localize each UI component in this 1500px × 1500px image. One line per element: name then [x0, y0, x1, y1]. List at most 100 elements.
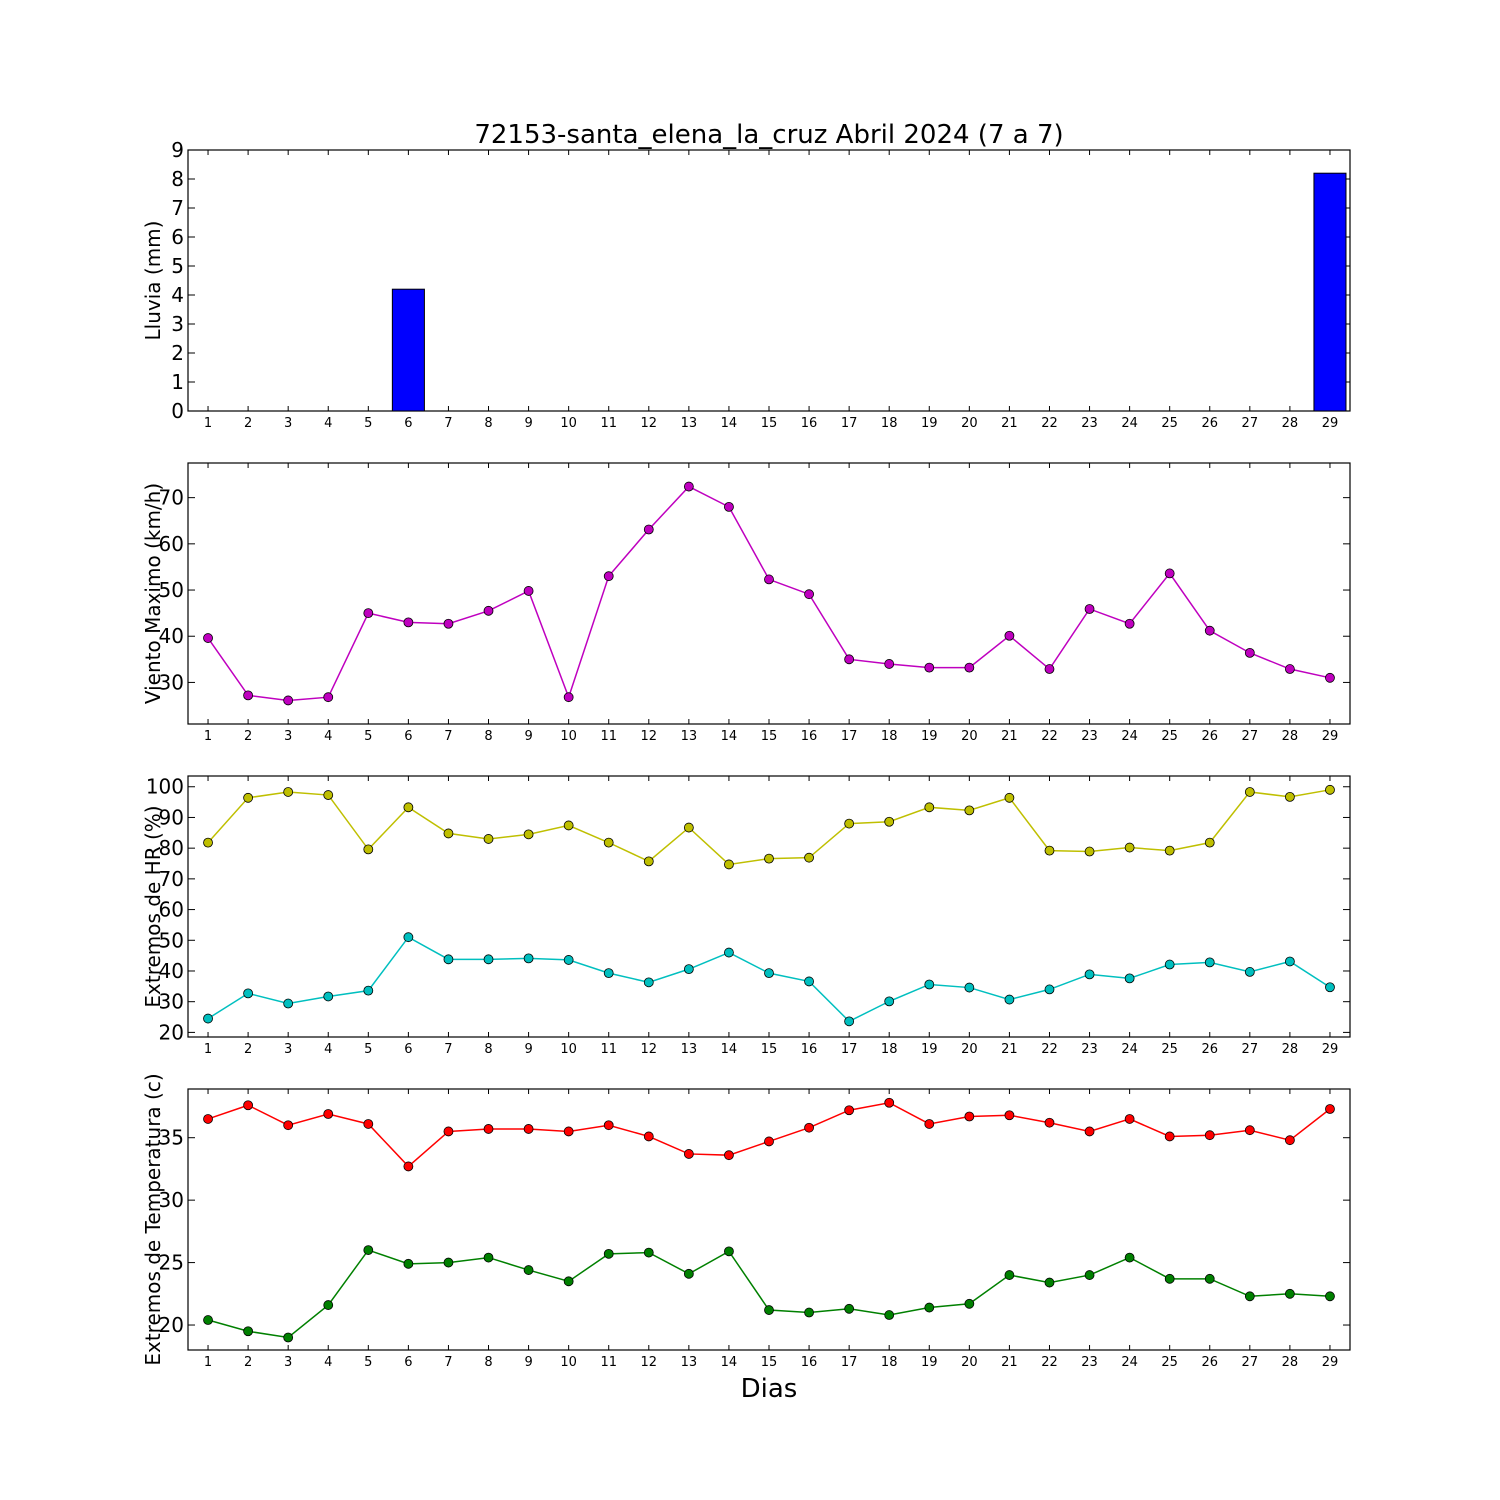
temperature-data-point [1244, 1291, 1255, 1302]
humidity-xtick-label: 27 [1242, 1042, 1259, 1057]
humidity-xtick-label: 2 [244, 1042, 252, 1057]
humidity-data-point [844, 1016, 855, 1027]
humidity-xtick-label: 11 [600, 1042, 617, 1057]
humidity-xtick-label: 4 [324, 1042, 332, 1057]
humidity-data-point [283, 787, 294, 797]
humidity-data-point [724, 859, 734, 870]
humidity-ytick-label: 70 [159, 867, 184, 891]
temperature-y-axis-label: Extremos de Temperatura (c) [141, 1073, 165, 1365]
temperature-xtick-label: 16 [801, 1355, 818, 1370]
humidity-data-point [363, 985, 374, 996]
wind-data-point [603, 571, 614, 582]
temperature-data-point [1284, 1135, 1295, 1146]
humidity-data-point [1325, 982, 1335, 993]
wind-data-point [243, 690, 254, 701]
temperature-data-point [483, 1124, 494, 1134]
humidity-ytick-label: 50 [159, 928, 184, 952]
rain-xtick-label: 11 [600, 416, 617, 431]
humidity-data-point [1244, 967, 1255, 977]
wind-xtick-label: 22 [1041, 729, 1058, 744]
temperature-data-point [643, 1131, 654, 1142]
temperature-data-point [884, 1310, 895, 1320]
humidity-y-axis-label: Extremos de HR (%) [141, 805, 165, 1007]
temperature-data-point [243, 1100, 254, 1111]
humidity-data-point [203, 1013, 213, 1024]
rain-xtick-label: 12 [641, 416, 658, 431]
temperature-data-point [924, 1302, 935, 1313]
wind-xtick-label: 6 [404, 729, 412, 744]
humidity-data-point [1004, 994, 1015, 1005]
humidity-ytick-label: 40 [159, 959, 184, 983]
humidity-data-point [884, 816, 895, 827]
wind-data-point [1124, 618, 1135, 629]
rain-xtick-label: 21 [1001, 416, 1018, 431]
humidity-data-point [764, 968, 774, 979]
temperature-data-point [643, 1247, 654, 1258]
humidity-data-point [403, 932, 414, 943]
temperature-data-point [964, 1298, 975, 1309]
temperature-data-point [964, 1111, 975, 1122]
humidity-data-point [1204, 837, 1215, 848]
wind-data-point [1004, 630, 1015, 641]
humidity-ytick-label: 80 [159, 836, 184, 860]
temperature-data-point [1204, 1130, 1215, 1141]
wind-y-axis-label: Viento Maximo (km/h) [141, 483, 165, 704]
temperature-data-point [1124, 1252, 1135, 1263]
rain-xtick-label: 1 [204, 416, 212, 431]
temperature-data-point [844, 1303, 855, 1314]
humidity-data-point [243, 792, 254, 803]
temperature-data-point [1325, 1291, 1335, 1302]
rain-xtick-label: 20 [961, 416, 978, 431]
humidity-data-point [683, 822, 694, 833]
rain-ytick-label: 6 [171, 225, 184, 249]
rain-xtick-label: 5 [364, 416, 372, 431]
humidity-data-point [924, 979, 935, 990]
wind-xtick-label: 17 [841, 729, 858, 744]
humidity-data-point [804, 976, 814, 987]
rain-xtick-label: 6 [404, 416, 412, 431]
humidity-ytick-label: 100 [146, 775, 184, 799]
humidity-data-point [1084, 846, 1095, 857]
rain-ytick-label: 0 [171, 399, 184, 423]
wind-data-point [1325, 672, 1335, 683]
temperature-xtick-label: 1 [204, 1355, 212, 1370]
humidity-data-point [603, 837, 614, 848]
temperature-data-point [844, 1105, 855, 1116]
temperature-xtick-label: 29 [1322, 1355, 1339, 1370]
temperature-data-point [243, 1326, 254, 1337]
rain-xtick-label: 16 [801, 416, 818, 431]
humidity-data-point [483, 954, 494, 965]
rain-bar [1313, 172, 1347, 412]
temperature-data-point [1084, 1126, 1095, 1137]
humidity-ytick-label: 20 [159, 1020, 184, 1044]
rain-ytick-label: 7 [171, 196, 184, 220]
temperature-data-point [603, 1120, 614, 1131]
wind-xtick-label: 24 [1121, 729, 1138, 744]
wind-series-line [207, 485, 1331, 702]
rain-ytick-label: 4 [171, 283, 184, 307]
rain-xtick-label: 25 [1161, 416, 1178, 431]
humidity-xtick-label: 17 [841, 1042, 858, 1057]
temperature-data-point [1004, 1270, 1015, 1280]
temperature-data-point [724, 1246, 734, 1257]
rain-xtick-label: 26 [1201, 416, 1218, 431]
temperature-xtick-label: 3 [284, 1355, 292, 1370]
humidity-data-point [764, 853, 774, 864]
wind-data-point [1044, 664, 1055, 674]
humidity-xtick-label: 18 [881, 1042, 898, 1057]
wind-data-point [804, 589, 814, 600]
humidity-xtick-label: 12 [641, 1042, 658, 1057]
humidity-data-point [844, 818, 855, 829]
temperature-xtick-label: 28 [1282, 1355, 1299, 1370]
rain-bar [391, 288, 425, 412]
temperature-xtick-label: 18 [881, 1355, 898, 1370]
wind-xtick-label: 25 [1161, 729, 1178, 744]
temperature-data-point [1325, 1104, 1335, 1114]
rain-xtick-label: 18 [881, 416, 898, 431]
wind-xtick-label: 19 [921, 729, 938, 744]
temperature-data-point [323, 1300, 334, 1310]
rain-xtick-label: 29 [1322, 416, 1339, 431]
